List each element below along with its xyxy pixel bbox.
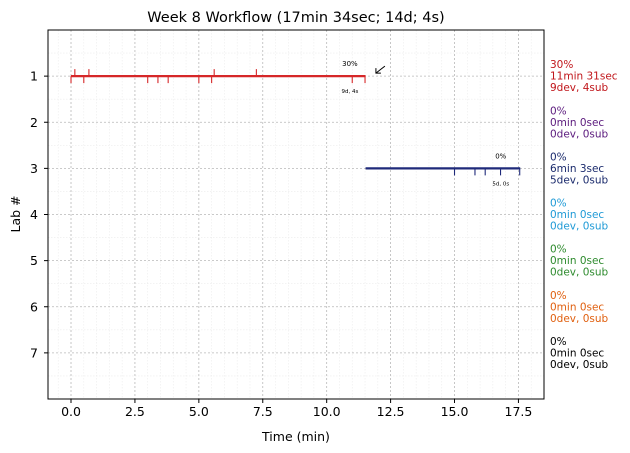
lab-summary-line: 0% [550, 244, 567, 256]
x-axis-label: Time (min) [261, 429, 330, 444]
lab-summary-line: 0min 0sec [550, 255, 604, 267]
lab-summary-line: 0% [550, 290, 567, 302]
segment-annotations: 30% 9d, 4s 0% 5d, 0s [341, 60, 509, 187]
x-tick-label: 7.5 [253, 404, 273, 419]
workflow-marks [70, 69, 521, 176]
lab-summary-line: 30% [550, 59, 573, 71]
lab-summary-line: 0dev, 0sub [550, 128, 609, 140]
lab-summary-line: 0min 0sec [550, 347, 604, 359]
y-axis-label: Lab # [8, 195, 23, 232]
y-tick-label: 6 [30, 299, 38, 314]
lab-summary-line: 0dev, 0sub [550, 359, 609, 371]
lab-summary-line: 0dev, 0sub [550, 221, 609, 233]
lab-summary-line: 0% [550, 105, 567, 117]
lab-summary-line: 0% [550, 151, 567, 163]
x-axis-ticks: 0.0 2.5 5.0 7.5 10.0 12.5 15.0 17.5 [61, 399, 532, 419]
y-tick-label: 3 [30, 161, 38, 176]
y-tick-label: 1 [30, 69, 38, 84]
lab-summary-line: 9dev, 4sub [550, 82, 609, 94]
lab-summary-line: 0% [550, 336, 567, 348]
lab-summary-line: 5dev, 0sub [550, 174, 609, 186]
y-tick-label: 5 [30, 253, 38, 268]
x-tick-label: 5.0 [189, 404, 209, 419]
lab-summary-line: 0min 0sec [550, 117, 604, 129]
x-tick-label: 2.5 [125, 404, 145, 419]
chart-title: Week 8 Workflow (17min 34sec; 14d; 4s) [147, 10, 444, 26]
y-tick-label: 2 [30, 115, 38, 130]
annotation-arrow-shaft [375, 65, 386, 74]
lab-summary-line: 0dev, 0sub [550, 313, 609, 325]
annotation-percent: 30% [342, 60, 358, 68]
annotation-arrow-head [375, 68, 381, 74]
annotation-counts: 5d, 0s [492, 181, 509, 187]
x-tick-label: 17.5 [505, 404, 533, 419]
lab-summary-line: 0% [550, 198, 567, 210]
x-tick-label: 15.0 [441, 404, 469, 419]
lab-summary-line: 0min 0sec [550, 301, 604, 313]
annotation-counts: 9d, 4s [341, 89, 358, 95]
lab-summary-line: 0dev, 0sub [550, 267, 609, 279]
x-tick-label: 12.5 [377, 404, 405, 419]
annotation-percent: 0% [495, 152, 506, 160]
y-tick-label: 4 [30, 207, 38, 222]
lab-summary-line: 6min 3sec [550, 163, 604, 175]
y-axis-ticks: 1 2 3 4 5 6 7 [30, 69, 48, 360]
x-tick-label: 10.0 [313, 404, 341, 419]
lab-summary-line: 11min 31sec [550, 71, 618, 83]
x-tick-label: 0.0 [61, 404, 81, 419]
y-tick-label: 7 [30, 345, 38, 360]
lab-summary-line: 0min 0sec [550, 209, 604, 221]
